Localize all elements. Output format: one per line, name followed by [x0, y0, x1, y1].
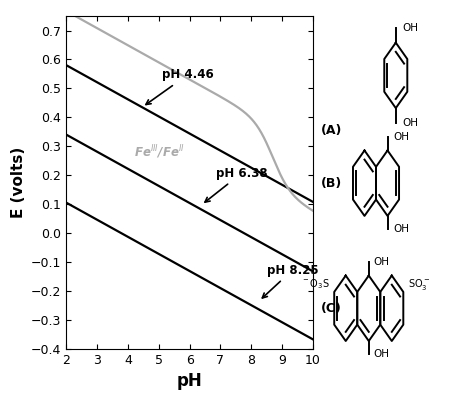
Y-axis label: E (volts): E (volts): [10, 147, 26, 218]
Text: (A): (A): [321, 124, 342, 136]
Text: $^-$O$_3$S: $^-$O$_3$S: [301, 277, 329, 291]
Text: (C): (C): [321, 302, 342, 315]
Text: OH: OH: [374, 257, 390, 267]
Text: OH: OH: [394, 225, 410, 234]
X-axis label: pH: pH: [177, 372, 202, 390]
Text: OH: OH: [394, 132, 410, 142]
Text: OH: OH: [402, 23, 418, 33]
Text: OH: OH: [374, 350, 390, 359]
Text: pH 8.25: pH 8.25: [262, 263, 318, 298]
Text: (B): (B): [321, 177, 342, 190]
Text: pH 6.38: pH 6.38: [205, 167, 267, 202]
Text: OH: OH: [402, 118, 418, 128]
Text: pH 4.46: pH 4.46: [146, 68, 214, 105]
Text: Fe$^{III}$/Fe$^{II}$: Fe$^{III}$/Fe$^{II}$: [134, 143, 185, 161]
Text: SO$_3^-$: SO$_3^-$: [408, 277, 430, 292]
